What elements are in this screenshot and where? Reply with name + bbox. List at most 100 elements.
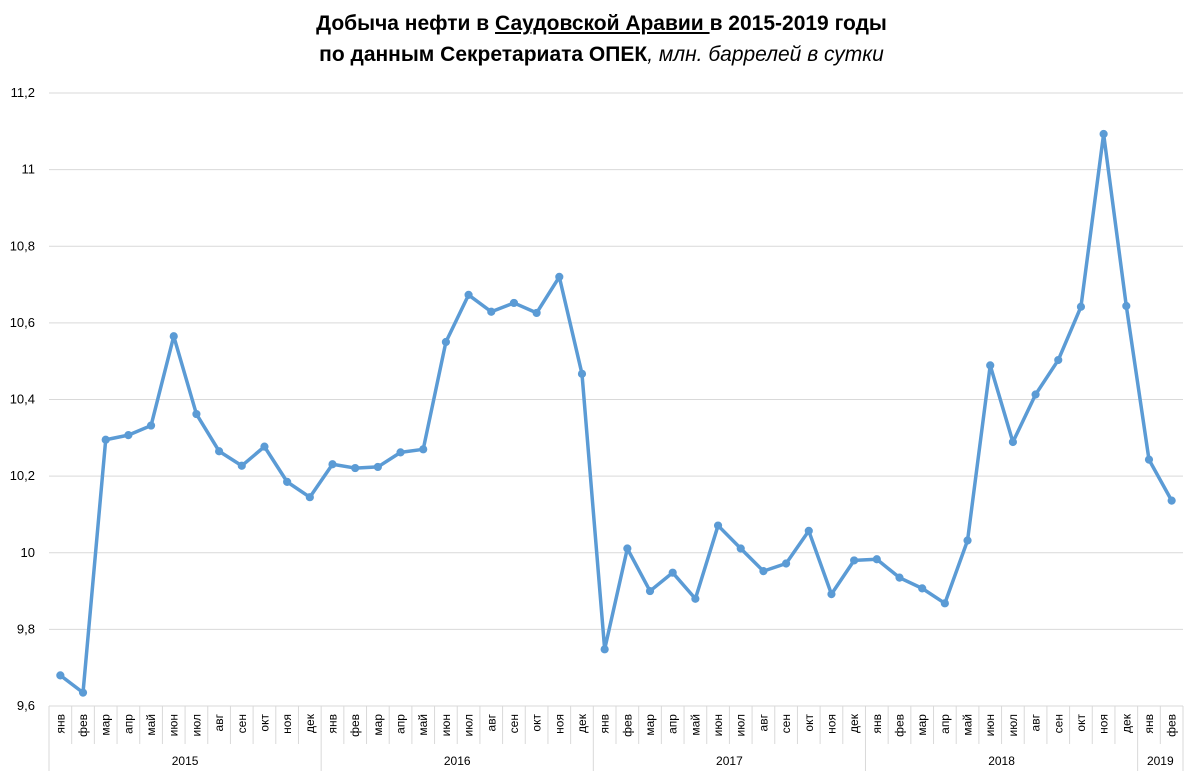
- data-point: [441, 337, 450, 347]
- data-point: [600, 645, 609, 654]
- year-label: 2017: [716, 754, 743, 768]
- title-units: , млн. баррелей в сутки: [647, 43, 884, 66]
- y-tick-label: 9,8: [17, 621, 35, 636]
- series-line: [58, 132, 1174, 695]
- x-tick-label: авг: [484, 713, 498, 731]
- x-tick-label: янв: [598, 714, 612, 734]
- data-point: [305, 493, 314, 502]
- x-tick-label: окт: [802, 714, 816, 732]
- data-point: [804, 526, 813, 536]
- y-tick-label: 10,8: [10, 238, 35, 253]
- data-point: [736, 544, 745, 553]
- x-tick-label: апр: [394, 714, 408, 734]
- x-tick-label: сен: [235, 714, 249, 733]
- x-tick-label: июл: [1006, 714, 1020, 736]
- x-tick-label: ноя: [280, 714, 294, 734]
- year-label: 2016: [444, 754, 471, 768]
- data-point: [215, 447, 224, 456]
- data-point: [146, 421, 156, 430]
- data-point: [963, 536, 972, 545]
- x-tick-label: май: [688, 714, 702, 736]
- title-country-underlined: Саудовской Аравии: [495, 12, 710, 35]
- data-point: [1054, 355, 1063, 365]
- data-point: [192, 409, 201, 419]
- data-point: [373, 462, 382, 472]
- x-tick-label: мар: [371, 714, 385, 736]
- x-tick-label: окт: [1074, 714, 1088, 732]
- data-point: [555, 272, 564, 281]
- data-point: [713, 521, 723, 530]
- year-label: 2019: [1147, 754, 1174, 768]
- data-point: [237, 461, 246, 470]
- x-tick-label: май: [144, 714, 158, 736]
- data-point: [759, 567, 768, 576]
- x-tick-label: фев: [893, 714, 907, 737]
- chart-title-line2: по данным Секретариата ОПЕК, млн. баррел…: [0, 39, 1203, 70]
- y-tick-label: 10,2: [10, 468, 35, 483]
- data-point: [691, 594, 700, 603]
- x-tick-label: дек: [847, 713, 861, 733]
- gridlines: [49, 92, 1183, 707]
- x-tick-label: сен: [779, 714, 793, 733]
- data-point: [1076, 302, 1086, 311]
- data-point: [260, 442, 269, 451]
- data-point: [918, 584, 927, 593]
- data-point: [124, 431, 133, 440]
- data-point: [56, 671, 65, 680]
- year-label: 2018: [988, 754, 1015, 768]
- title-text-part1: Добыча нефти в: [316, 12, 496, 35]
- x-tick-label: сен: [507, 714, 521, 733]
- data-point: [487, 307, 496, 316]
- x-tick-label: июн: [711, 714, 725, 736]
- x-tick-label: июн: [439, 714, 453, 736]
- data-point: [1144, 455, 1154, 464]
- x-tick-label: янв: [53, 714, 67, 734]
- data-point: [850, 556, 859, 565]
- data-point: [328, 460, 337, 469]
- data-point: [78, 688, 88, 697]
- x-tick-label: янв: [326, 714, 340, 734]
- x-tick-label: июн: [983, 714, 997, 736]
- data-point: [101, 435, 110, 444]
- x-axis: янв фев мар апр май июн июл авг сен окт ноя дек янв ф…: [48, 705, 1184, 771]
- x-tick-label: апр: [666, 714, 680, 734]
- data-point: [283, 477, 292, 486]
- chart-title: Добыча нефти в Саудовской Аравии в 2015-…: [0, 8, 1203, 70]
- x-tick-label: сен: [1051, 714, 1065, 733]
- x-tick-label: июл: [734, 714, 748, 736]
- x-tick-label: окт: [530, 714, 544, 732]
- x-tick-label: июн: [167, 714, 181, 736]
- data-point: [532, 308, 541, 318]
- data-point: [1008, 437, 1018, 447]
- data-point: [782, 559, 791, 568]
- data-point: [872, 555, 881, 564]
- data-point: [351, 463, 360, 473]
- x-tick-label: мар: [643, 714, 657, 736]
- data-point: [1031, 390, 1040, 399]
- x-tick-label: янв: [870, 714, 884, 734]
- y-tick-label: 10,6: [10, 315, 35, 330]
- x-tick-label: апр: [121, 714, 135, 734]
- data-point: [419, 445, 428, 454]
- plot-area: [56, 129, 1176, 697]
- data-point: [827, 590, 836, 599]
- x-tick-label: июл: [462, 714, 476, 736]
- y-tick-label: 10,4: [10, 392, 35, 407]
- x-tick-label: окт: [257, 714, 271, 732]
- data-point: [1099, 129, 1108, 139]
- title-text-part2: в 2015-2019 годы: [709, 12, 887, 35]
- data-point: [940, 599, 949, 608]
- x-tick-label: май: [961, 714, 975, 736]
- y-axis: 9,6 9,8 10 10,2 10,4 10,6 10,8 11 11,2: [10, 85, 35, 713]
- x-tick-label: ноя: [1097, 714, 1111, 734]
- data-point: [1122, 301, 1131, 311]
- x-tick-label: дек: [303, 713, 317, 733]
- x-tick-label: апр: [938, 714, 952, 734]
- x-tick-label: ноя: [552, 714, 566, 734]
- x-tick-label: июл: [189, 714, 203, 736]
- x-tick-label: авг: [212, 713, 226, 731]
- data-point: [986, 361, 995, 370]
- x-tick-label: ноя: [824, 714, 838, 734]
- chart-title-line1: Добыча нефти в Саудовской Аравии в 2015-…: [0, 8, 1203, 39]
